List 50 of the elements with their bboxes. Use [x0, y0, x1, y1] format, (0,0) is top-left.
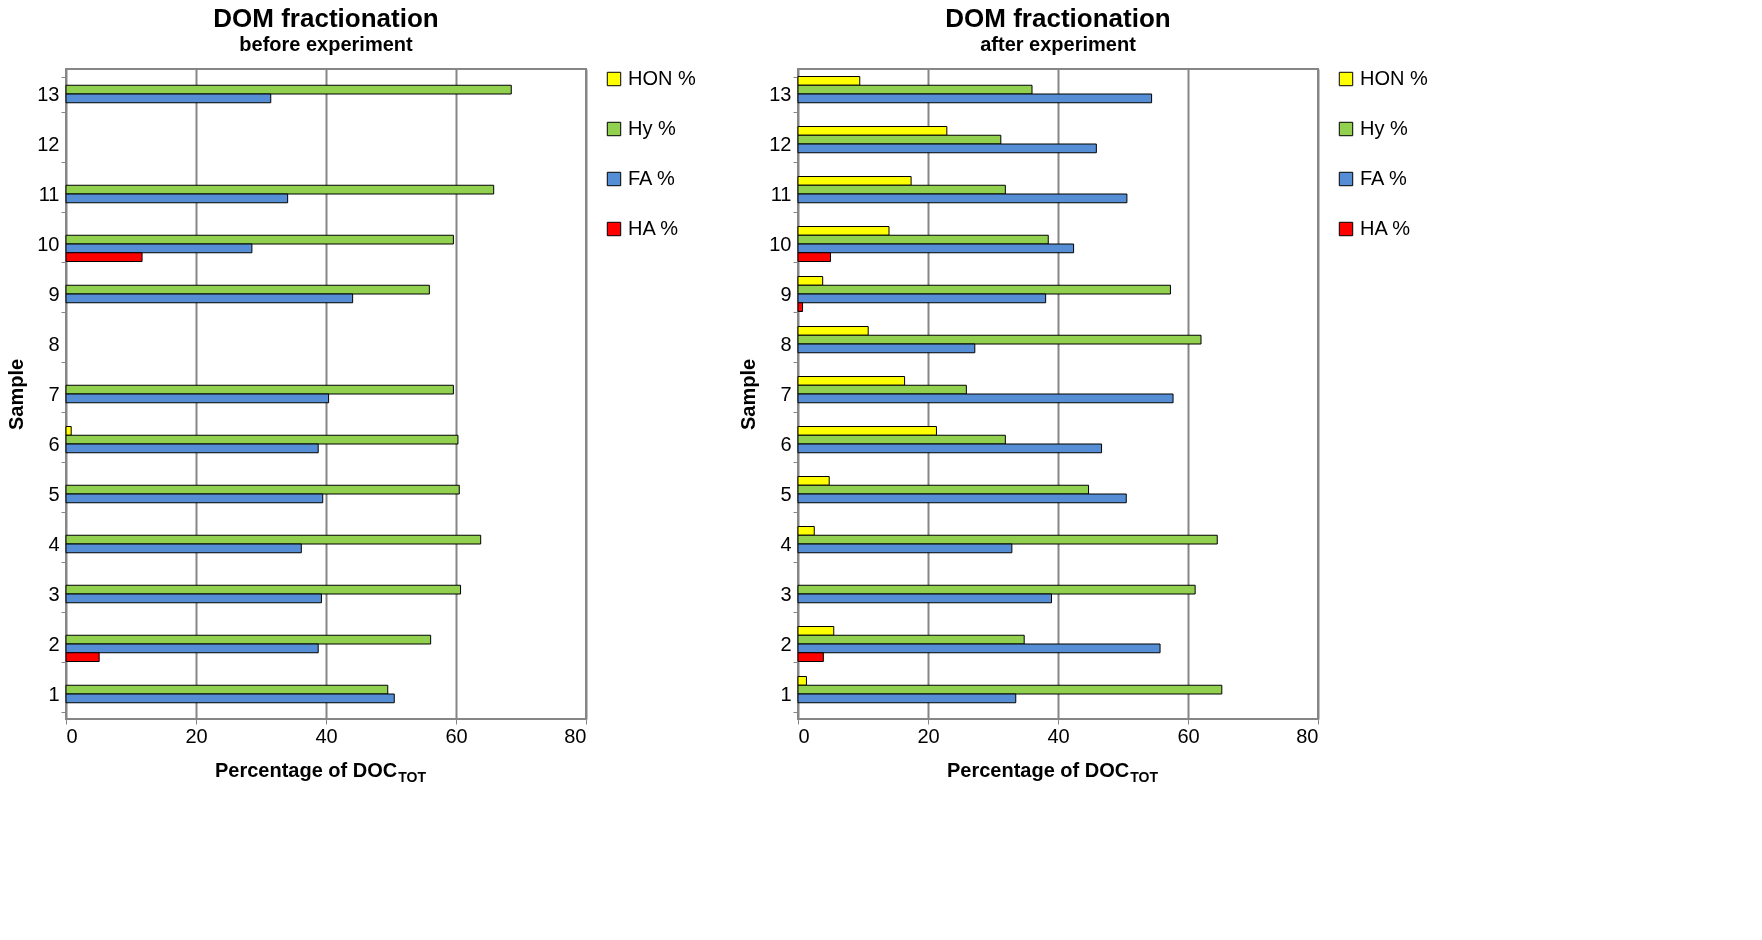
y-tick-label: 2	[48, 632, 60, 655]
y-axis-title: Sample	[737, 358, 760, 431]
x-tick-label: 20	[917, 724, 940, 747]
y-tick-label: 12	[769, 132, 792, 155]
y-tick-label: 9	[48, 282, 60, 305]
legend-label: HON %	[628, 67, 696, 89]
y-tick-label: 1	[48, 682, 60, 705]
y-tick-label: 6	[780, 432, 792, 455]
y-tick-label: 7	[780, 382, 792, 405]
y-tick-label: 5	[780, 482, 792, 505]
y-tick-label: 8	[780, 332, 792, 355]
y-axis-title: Sample	[5, 358, 28, 431]
x-tick-label: 60	[445, 724, 468, 747]
x-tick-label: 60	[1177, 724, 1200, 747]
y-tick-label: 5	[48, 482, 60, 505]
y-tick-label: 11	[38, 182, 60, 205]
chart-title: DOM fractionation	[213, 3, 439, 33]
chart-title: DOM fractionation	[945, 3, 1171, 33]
chart-subtitle: before experiment	[239, 33, 414, 55]
chart-subtitle: after experiment	[980, 33, 1137, 55]
y-tick-label: 10	[769, 232, 792, 255]
y-tick-label: 10	[37, 232, 60, 255]
legend-label: HA %	[628, 217, 679, 239]
y-tick-label: 12	[37, 132, 60, 155]
y-tick-label: 2	[780, 632, 792, 655]
legend-label: Hy %	[628, 117, 676, 139]
x-tick-label: 80	[1296, 724, 1319, 747]
y-tick-label: 13	[37, 82, 60, 105]
y-tick-label: 6	[48, 432, 60, 455]
x-tick-label: 20	[185, 724, 208, 747]
y-tick-label: 4	[48, 532, 60, 555]
y-tick-label: 3	[48, 582, 60, 605]
y-tick-label: 1	[780, 682, 792, 705]
legend-label: Hy %	[1360, 117, 1408, 139]
y-tick-label: 13	[769, 82, 792, 105]
x-tick-label: 0	[798, 724, 810, 747]
y-tick-label: 4	[780, 532, 792, 555]
y-tick-label: 8	[48, 332, 60, 355]
legend-label: HON %	[1360, 67, 1428, 89]
legend-label: FA %	[628, 167, 675, 189]
y-tick-label: 9	[780, 282, 792, 305]
x-tick-label: 0	[66, 724, 78, 747]
x-tick-label: 40	[1047, 724, 1070, 747]
legend-label: FA %	[1360, 167, 1407, 189]
x-tick-label: 80	[564, 724, 587, 747]
legend-label: HA %	[1360, 217, 1411, 239]
y-tick-label: 11	[770, 182, 792, 205]
y-tick-label: 7	[48, 382, 60, 405]
x-tick-label: 40	[315, 724, 338, 747]
y-tick-label: 3	[780, 582, 792, 605]
